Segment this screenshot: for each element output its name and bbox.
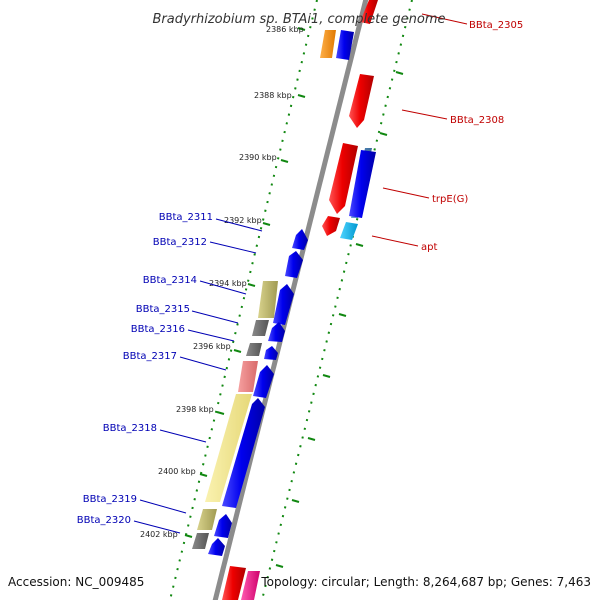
left-leader-lines [133, 218, 263, 534]
gene-arrow-bbta-2312[interactable] [285, 251, 303, 278]
scale-dotted-line-left [169, 0, 318, 600]
cog-feature-grey-2 [246, 343, 262, 356]
gene-arrow-trpEG[interactable] [329, 143, 358, 214]
gene-arrow-blue-trpEG-pair[interactable] [349, 150, 376, 218]
forward-strand-genes [222, 0, 378, 600]
gene-arrow-bbta-2319[interactable] [214, 514, 232, 538]
gene-arrow-bbta-2311[interactable] [292, 229, 308, 250]
scale-label-2386: 2386 kbp [266, 25, 304, 34]
scale-label-2394: 2394 kbp [209, 279, 247, 288]
gene-label-bbta-2318[interactable]: BBta_2318 [103, 423, 157, 434]
scale-label-2392: 2392 kbp [224, 216, 262, 225]
gene-arrow-bbta-2316[interactable] [264, 346, 278, 360]
gene-arrow-bottom-red[interactable] [222, 566, 246, 600]
gene-arrow-bbta-2314[interactable] [273, 284, 294, 325]
gene-label-bbta-2311[interactable]: BBta_2311 [159, 212, 213, 223]
gene-label-bbta-2308[interactable]: BBta_2308 [450, 115, 504, 126]
gene-label-bbta-2319[interactable]: BBta_2319 [83, 494, 137, 505]
scale-label-2396: 2396 kbp [193, 342, 231, 351]
gene-label-bbta-2312[interactable]: BBta_2312 [153, 237, 207, 248]
reverse-strand-genes [208, 229, 308, 556]
scale-dashes [184, 27, 404, 568]
gene-label-bbta-2305[interactable]: BBta_2305 [469, 20, 523, 31]
gene-arrow-bbta-2305[interactable] [360, 0, 378, 24]
cog-feature-cyan [340, 222, 358, 240]
map-title: Bradyrhizobium sp. BTAi1, complete genom… [152, 12, 445, 27]
cog-feature-khaki-2 [197, 509, 217, 530]
gene-arrow-apt[interactable] [322, 216, 340, 236]
gene-label-bbta-2314[interactable]: BBta_2314 [143, 275, 197, 286]
gene-arrow-bbta-2315[interactable] [268, 322, 285, 342]
gene-label-bbta-2317[interactable]: BBta_2317 [123, 351, 177, 362]
scale-label-2390: 2390 kbp [239, 153, 277, 162]
gene-arrow-bbta-2318[interactable] [222, 398, 265, 508]
gene-label-trpEG[interactable]: trpE(G) [432, 194, 468, 205]
cog-feature-pink [238, 361, 258, 392]
gene-label-bbta-2316[interactable]: BBta_2316 [131, 324, 185, 335]
gene-arrow-bbta-2308[interactable] [349, 74, 374, 128]
cog-feature-pale-yellow [205, 394, 252, 502]
scale-label-2398: 2398 kbp [176, 405, 214, 414]
topology-summary: Topology: circular; Length: 8,264,687 bp… [260, 575, 591, 589]
cog-feature-grey-3 [192, 533, 209, 549]
accession-label: Accession: NC_009485 [8, 575, 144, 589]
scale-label-2388: 2388 kbp [254, 91, 292, 100]
cog-feature-magenta [241, 571, 260, 600]
gene-arrow-bbta-2317[interactable] [253, 365, 274, 398]
gene-arrow-blue-2305-pair[interactable] [336, 30, 354, 60]
cog-feature-khaki-1 [258, 281, 278, 318]
scale-label-2402: 2402 kbp [140, 530, 178, 539]
gene-arrow-bbta-2320[interactable] [208, 538, 225, 556]
gene-label-bbta-2320[interactable]: BBta_2320 [77, 515, 131, 526]
gene-label-apt[interactable]: apt [421, 242, 437, 253]
cog-feature-grey-1 [252, 320, 269, 336]
right-leader-lines [371, 13, 468, 247]
scale-label-2400: 2400 kbp [158, 467, 196, 476]
cog-feature-orange [320, 30, 336, 58]
gene-label-bbta-2315[interactable]: BBta_2315 [136, 304, 190, 315]
